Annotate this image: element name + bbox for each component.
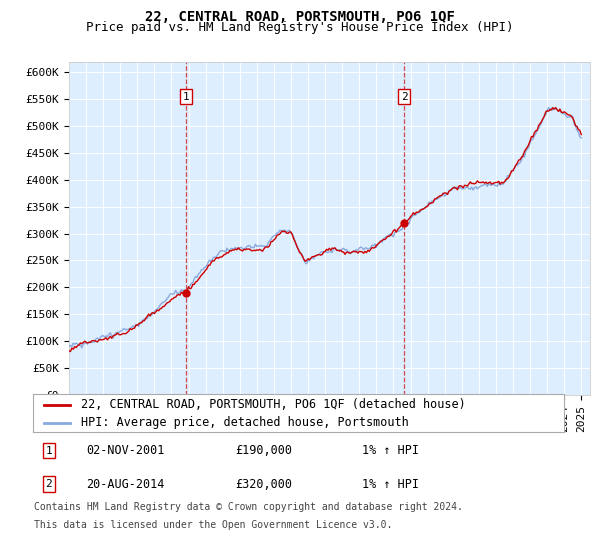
- Text: 02-NOV-2001: 02-NOV-2001: [86, 444, 164, 457]
- Text: Price paid vs. HM Land Registry's House Price Index (HPI): Price paid vs. HM Land Registry's House …: [86, 21, 514, 34]
- Text: 20-AUG-2014: 20-AUG-2014: [86, 478, 164, 491]
- Text: £320,000: £320,000: [235, 478, 292, 491]
- Text: £190,000: £190,000: [235, 444, 292, 457]
- Text: 22, CENTRAL ROAD, PORTSMOUTH, PO6 1QF: 22, CENTRAL ROAD, PORTSMOUTH, PO6 1QF: [145, 10, 455, 24]
- Text: 1: 1: [46, 446, 52, 455]
- Text: 1% ↑ HPI: 1% ↑ HPI: [362, 478, 419, 491]
- Text: This data is licensed under the Open Government Licence v3.0.: This data is licensed under the Open Gov…: [34, 520, 392, 530]
- Text: Contains HM Land Registry data © Crown copyright and database right 2024.: Contains HM Land Registry data © Crown c…: [34, 502, 463, 512]
- Text: 2: 2: [401, 92, 407, 101]
- Text: 1% ↑ HPI: 1% ↑ HPI: [362, 444, 419, 457]
- Text: 22, CENTRAL ROAD, PORTSMOUTH, PO6 1QF (detached house): 22, CENTRAL ROAD, PORTSMOUTH, PO6 1QF (d…: [81, 398, 466, 412]
- Text: 2: 2: [46, 479, 52, 489]
- Text: HPI: Average price, detached house, Portsmouth: HPI: Average price, detached house, Port…: [81, 416, 409, 430]
- Text: 1: 1: [182, 92, 189, 101]
